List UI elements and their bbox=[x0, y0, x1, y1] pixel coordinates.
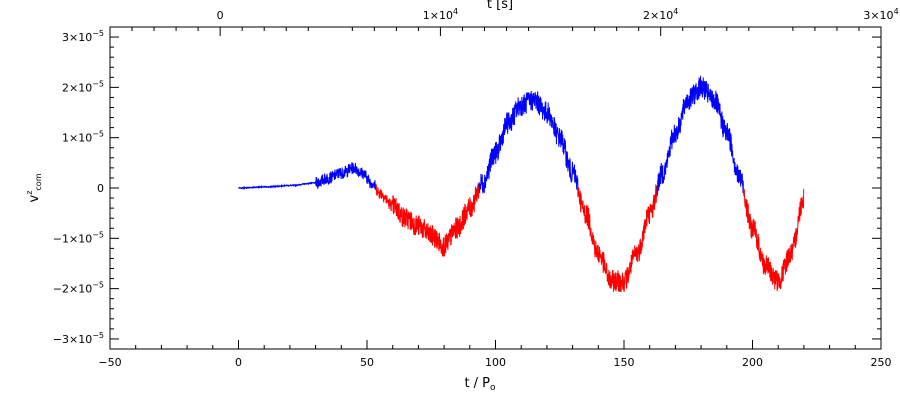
top-axis-label: t [s] bbox=[487, 0, 513, 12]
series-line-negative bbox=[577, 184, 658, 293]
x-tick-label: 200 bbox=[742, 356, 763, 369]
y-axis-label-superscript: z bbox=[25, 191, 34, 195]
y-tick-label-exponent: −5 bbox=[92, 29, 104, 38]
y-axis-label: v bbox=[27, 195, 42, 203]
top-axis-title: t [s] bbox=[487, 0, 513, 12]
y-tick-label: 2×10−5 bbox=[62, 79, 104, 94]
x-tick-label: 250 bbox=[871, 356, 892, 369]
y-tick-label-mantissa: −2×10 bbox=[53, 283, 92, 296]
y-tick-label-exponent: −5 bbox=[92, 281, 104, 290]
y-axis-title: vzcom bbox=[25, 173, 43, 202]
y-tick-label: 1×10−5 bbox=[62, 130, 104, 145]
y-tick-label-exponent: −5 bbox=[92, 79, 104, 88]
y-tick-label-exponent: −5 bbox=[92, 331, 104, 340]
x-axis-label-subscript: o bbox=[490, 383, 496, 393]
top-tick-label: 3×104 bbox=[863, 7, 898, 22]
y-tick-label: 0 bbox=[97, 182, 104, 195]
top-tick-label-exponent: 4 bbox=[894, 7, 899, 16]
y-tick-label: −1×10−5 bbox=[53, 230, 104, 245]
top-tick-label-mantissa: 3×10 bbox=[863, 9, 893, 22]
top-tick-label-exponent: 4 bbox=[673, 7, 678, 16]
x-tick-label: 0 bbox=[235, 356, 242, 369]
top-tick-label: 2×104 bbox=[643, 7, 678, 22]
plot-frame bbox=[109, 26, 882, 350]
svg-text:t / Po: t / Po bbox=[464, 376, 496, 393]
top-tick-label-mantissa: 2×10 bbox=[643, 9, 673, 22]
series-layer bbox=[238, 74, 805, 293]
series-line-positive bbox=[238, 162, 377, 191]
x-tick-label: 100 bbox=[485, 356, 506, 369]
series-line-positive bbox=[656, 74, 744, 197]
y-tick-label-exponent: −5 bbox=[92, 130, 104, 139]
svg-text:vzcom: vzcom bbox=[25, 173, 43, 202]
x-axis-title: t / Po bbox=[464, 376, 496, 393]
x-tick-label: 50 bbox=[360, 356, 374, 369]
y-tick-label-mantissa: −3×10 bbox=[53, 333, 92, 346]
x-tick-label: −50 bbox=[98, 356, 121, 369]
top-tick-label: 1×104 bbox=[423, 7, 458, 22]
y-tick-label: −2×10−5 bbox=[53, 281, 104, 296]
y-axis-label-subscript: com bbox=[34, 173, 43, 190]
series-line-positive bbox=[478, 91, 579, 198]
y-tick-label-mantissa: −1×10 bbox=[53, 232, 92, 245]
y-tick-label-exponent: −5 bbox=[92, 230, 104, 239]
x-axis-label: t / P bbox=[464, 376, 490, 391]
top-tick-label: 0 bbox=[217, 9, 224, 22]
y-tick-label-mantissa: 0 bbox=[97, 182, 104, 195]
y-tick-label-mantissa: 3×10 bbox=[62, 31, 92, 44]
top-tick-label-exponent: 4 bbox=[453, 7, 458, 16]
y-tick-label: −3×10−5 bbox=[53, 331, 104, 346]
top-tick-label-mantissa: 1×10 bbox=[423, 9, 453, 22]
series-line-negative bbox=[742, 180, 805, 292]
y-tick-label: 3×10−5 bbox=[62, 29, 104, 44]
series-line-negative bbox=[375, 183, 480, 257]
top-tick-label-mantissa: 0 bbox=[217, 9, 224, 22]
y-tick-label-mantissa: 1×10 bbox=[62, 132, 92, 145]
x-tick-label: 150 bbox=[614, 356, 635, 369]
y-tick-label-mantissa: 2×10 bbox=[62, 81, 92, 94]
